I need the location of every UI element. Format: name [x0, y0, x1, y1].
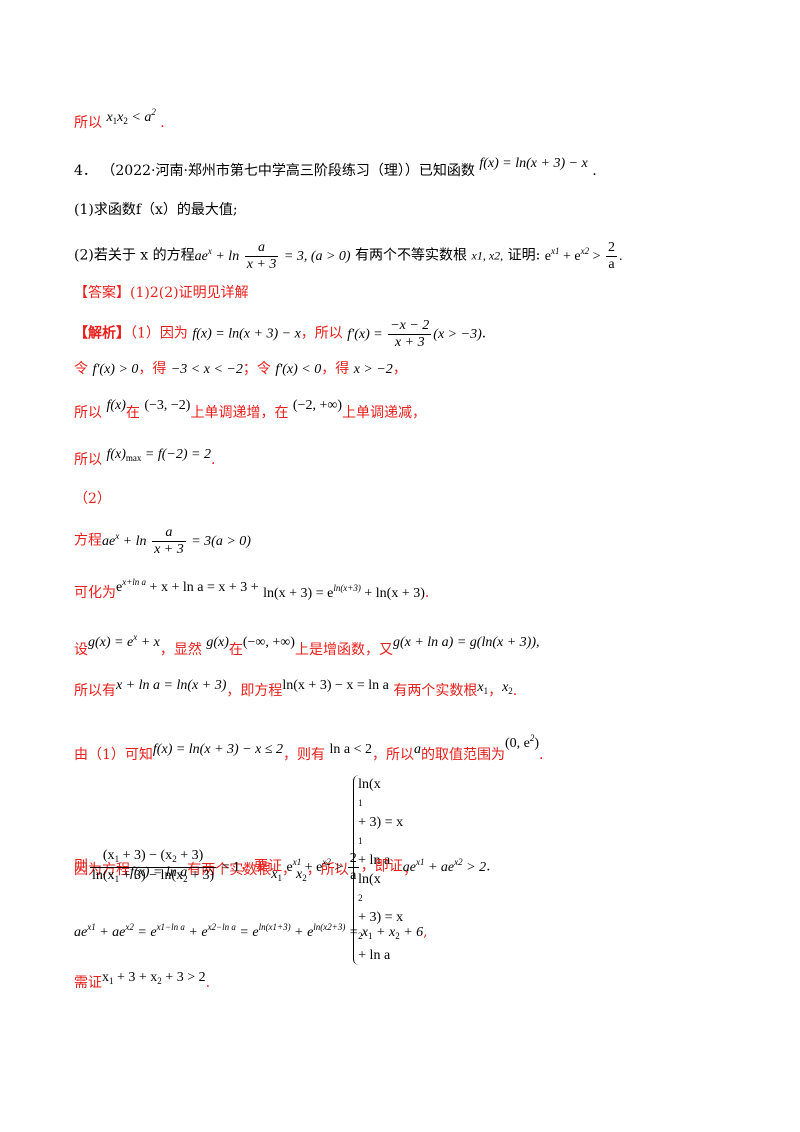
text: 有两个实数根 — [187, 862, 272, 878]
text: ，得 — [138, 361, 167, 377]
analysis-tag: 【解析】 — [74, 325, 130, 342]
text: 所以 — [74, 405, 102, 421]
problem-header: 4． （2022·河南·郑州市第七中学高三阶段练习（理））已知函数 f(x) =… — [74, 155, 597, 180]
text: 上是增函数，又 — [294, 642, 393, 658]
text: 证明: — [507, 247, 541, 264]
text: 需证 — [74, 975, 102, 991]
text: ，所以 — [371, 747, 414, 763]
text: ， — [488, 683, 503, 699]
text: ， — [281, 862, 296, 878]
system-line: 因为方程f(x) = ln a有两个实数根x1，x2，所以 ln(x 1 + 3)… — [74, 775, 418, 965]
text: （1）因为 — [130, 325, 188, 342]
question-1: (1)求函数f（x）的最大值; — [74, 202, 238, 218]
text: . — [486, 858, 491, 875]
math-inequality: x1x2 < a2 — [106, 107, 156, 126]
text: 方程 — [74, 532, 102, 549]
text: . — [539, 747, 544, 763]
text: . — [512, 683, 518, 699]
text: . — [592, 163, 597, 179]
text: 可化为 — [74, 585, 116, 601]
text: 上单调递减， — [342, 405, 427, 421]
text: 所以有 — [74, 683, 116, 699]
text: 所以 — [74, 452, 102, 468]
text: . — [424, 585, 430, 601]
text: 令 — [74, 361, 88, 377]
transform-line: 可化为ex+ln a + x + ln a = x + 3 + ln(x + 3… — [74, 577, 430, 601]
ratio-line: 则 (x1 + 3) − (x2 + 3) ln(x1 + 3) − ln(x2 +… — [74, 848, 491, 884]
text: . — [210, 452, 216, 468]
define-g-line: 设g(x) = ex + x，显然 g(x)在(−∞, +∞)上是增函数，又g(… — [74, 632, 540, 658]
text: ，要证 — [240, 858, 283, 875]
analysis-line: 【解析】（1）因为 f(x) = ln(x + 3) − x，所以 f′(x) … — [74, 318, 487, 350]
text: . — [205, 975, 211, 991]
text: 的取值范围为 — [420, 747, 505, 763]
text: ，即证 — [360, 858, 403, 875]
text: . — [481, 325, 487, 342]
text: . — [160, 115, 165, 131]
text: ， — [403, 862, 418, 878]
text: 有两个实数根 — [393, 683, 478, 699]
text: ，所以 — [306, 862, 349, 878]
ling-line: 令 f′(x) > 0，得 −3 < x < −2；令 f′(x) < 0，得 … — [74, 361, 407, 377]
text: 因为方程 — [74, 862, 130, 878]
text: (2)若关于 x 的方程 — [74, 247, 195, 264]
problem-source: （2022·河南·郑州市第七中学高三阶段练习（理））已知函数 — [101, 163, 475, 179]
problem-number: 4． — [74, 163, 97, 179]
text: ，显然 — [159, 642, 202, 658]
text: 所以 — [74, 115, 102, 131]
range-line: 由（1）可知f(x) = ln(x + 3) − x ≤ 2，则有 ln a <… — [74, 733, 544, 763]
answer-line: 【答案】(1)2(2)证明见详解 — [74, 285, 249, 301]
text: ，即方程 — [226, 683, 283, 699]
identity-line: aex1 + aex2 = ex1−ln a + ex2−ln a = eln(… — [74, 922, 428, 941]
text: 有两个不等实数根 — [355, 247, 468, 264]
text: , — [423, 924, 428, 940]
max-line: 所以 f(x)max = f(−2) = 2. — [74, 447, 216, 468]
text: ，所以 — [300, 325, 343, 342]
text: ；令 — [242, 361, 271, 377]
text: 在 — [228, 642, 243, 658]
text: ， — [392, 361, 407, 377]
part2-label: （2） — [74, 491, 111, 507]
text: 由（1）可知 — [74, 747, 153, 763]
monotonic-line: 所以 f(x)在 (−3, −2)上单调递增，在 (−2, +∞)上单调递减， — [74, 398, 427, 421]
text: 设 — [74, 642, 88, 658]
roots-line: 所以有x + ln a = ln(x + 3)，即方程ln(x + 3) − x… — [74, 678, 518, 699]
text: 上单调递增，在 — [190, 405, 289, 421]
need-prove-line: 需证x1 + 3 + x2 + 3 > 2. — [74, 970, 211, 991]
text: ，得 — [321, 361, 350, 377]
text: 在 — [125, 405, 140, 421]
math-function: f(x) = ln(x + 3) − x — [479, 156, 588, 171]
text: ，则有 — [283, 747, 326, 763]
text: 则 — [74, 858, 88, 875]
line-conclusion: 所以 x1x2 < a2 . — [74, 103, 165, 132]
